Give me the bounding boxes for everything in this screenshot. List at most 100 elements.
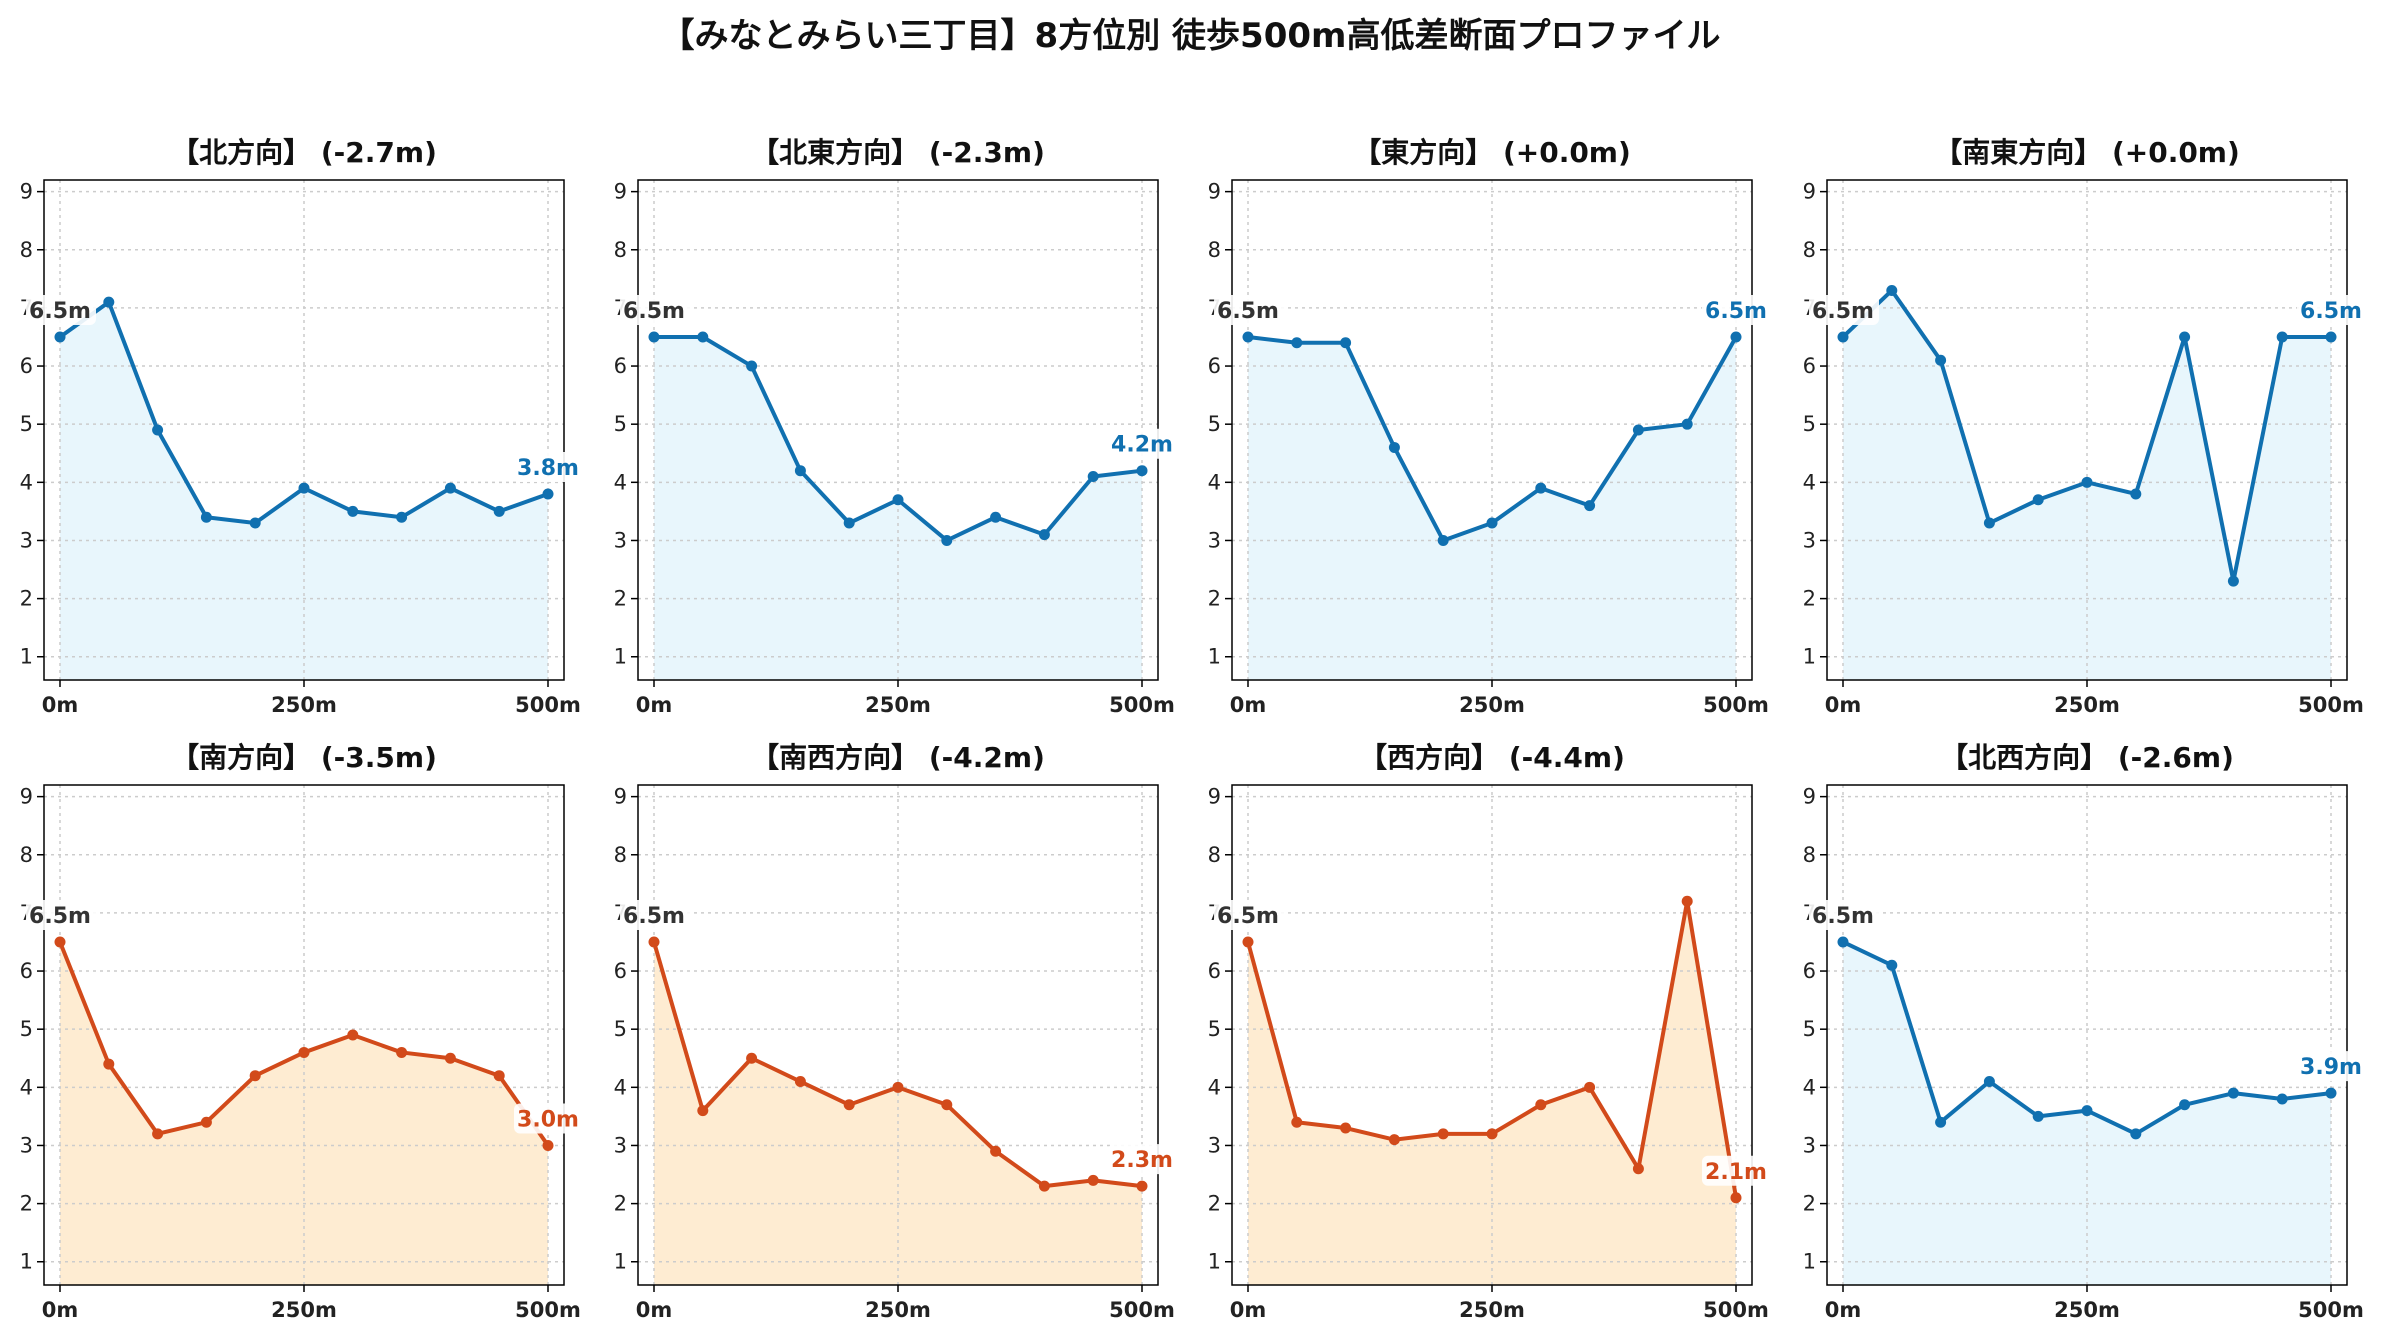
y-tick-label: 8 [1803,843,1816,867]
data-point [1935,354,1947,366]
start-value-label: 6.5m [1217,299,1279,324]
data-point [2179,1099,2191,1111]
y-tick-label: 2 [1803,1192,1816,1216]
y-tick-label: 9 [614,180,627,204]
data-point [697,331,709,343]
y-tick-label: 4 [1803,1075,1816,1099]
data-point [941,1099,953,1111]
y-tick-label: 8 [1208,238,1221,262]
start-value-label: 6.5m [29,904,91,929]
y-tick-label: 9 [1803,180,1816,204]
data-point [1584,500,1596,512]
start-value-label: 6.5m [29,299,91,324]
data-point [1632,424,1644,436]
x-tick-label: 0m [1230,1298,1267,1322]
start-label-box [26,899,96,930]
data-point [1730,331,1742,343]
data-point [1886,959,1898,971]
data-point [1886,284,1898,296]
data-point [1038,529,1050,541]
x-tick-label: 250m [271,1298,337,1322]
data-point [2276,1093,2288,1105]
data-point [1388,1134,1400,1146]
y-tick-label: 6 [614,959,627,983]
y-tick-label: 9 [614,785,627,809]
x-tick-label: 0m [1825,1298,1862,1322]
y-tick-label: 9 [20,785,33,809]
data-point [1632,1163,1644,1175]
y-tick-label: 1 [1208,645,1221,669]
data-point [1681,895,1693,907]
y-tick-label: 9 [1208,785,1221,809]
x-tick-label: 250m [2054,1298,2120,1322]
area-fill [1248,901,1736,1285]
end-label-box [1108,428,1178,459]
y-tick-label: 4 [614,470,627,494]
y-tick-label: 9 [1803,785,1816,809]
x-tick-label: 250m [1459,1298,1525,1322]
data-point [990,1145,1002,1157]
y-tick-label: 1 [614,1250,627,1274]
y-tick-label: 6 [20,959,33,983]
chart-panel-7: 【北西方向】 (-2.6m)1234567890m250m500m6.5m3.9… [1803,741,2367,1322]
y-tick-label: 5 [614,412,627,436]
end-label-box [2297,1051,2367,1082]
data-point [542,1139,554,1151]
start-label-box [26,294,96,325]
data-point [746,360,758,372]
data-point [200,511,212,523]
end-value-label: 2.3m [1111,1148,1173,1173]
y-tick-label: 3 [614,528,627,552]
x-tick-label: 250m [865,1298,931,1322]
data-point [298,1046,310,1058]
data-point [1388,441,1400,453]
y-tick-label: 5 [1803,412,1816,436]
data-point [298,482,310,494]
y-tick-label: 3 [20,1133,33,1157]
y-tick-label: 1 [614,645,627,669]
x-tick-label: 0m [636,693,673,717]
end-value-label: 4.2m [1111,433,1173,458]
data-point [493,1070,505,1082]
start-value-label: 6.5m [1812,904,1874,929]
data-point [1242,331,1254,343]
y-tick-label: 4 [614,1075,627,1099]
data-point [2179,331,2191,343]
chart-title: 【北方向】 (-2.7m) [171,136,437,169]
y-tick-label: 2 [20,587,33,611]
data-point [1983,517,1995,529]
chart-title: 【南東方向】 (+0.0m) [1934,136,2240,169]
data-point [2130,1128,2142,1140]
data-point [103,296,115,308]
start-label-box [620,294,690,325]
chart-panel-1: 【北東方向】 (-2.3m)1234567890m250m500m6.5m4.2… [614,136,1178,717]
y-tick-label: 3 [1803,1133,1816,1157]
y-tick-label: 8 [614,843,627,867]
data-point [54,936,66,948]
y-tick-label: 4 [1208,1075,1221,1099]
end-label-box [1702,294,1772,325]
chart-panel-2: 【東方向】 (+0.0m)1234567890m250m500m6.5m6.5m [1208,136,1772,717]
y-tick-label: 3 [20,528,33,552]
data-point [1437,1128,1449,1140]
y-tick-label: 1 [20,1250,33,1274]
start-label-box [1809,294,1879,325]
chart-title: 【南方向】 (-3.5m) [171,741,437,774]
end-label-box [1702,1155,1772,1186]
data-point [1340,337,1352,349]
y-tick-label: 2 [1803,587,1816,611]
data-point [941,534,953,546]
x-tick-label: 500m [1703,693,1769,717]
x-tick-label: 0m [1230,693,1267,717]
start-value-label: 6.5m [1217,904,1279,929]
data-point [396,1046,408,1058]
start-label-box [1214,899,1284,930]
end-label-box [1108,1144,1178,1175]
data-point [152,424,164,436]
x-tick-label: 0m [1825,693,1862,717]
data-point [2276,331,2288,343]
data-point [200,1116,212,1128]
y-tick-label: 6 [20,354,33,378]
data-point [1136,1180,1148,1192]
data-point [2227,575,2239,587]
